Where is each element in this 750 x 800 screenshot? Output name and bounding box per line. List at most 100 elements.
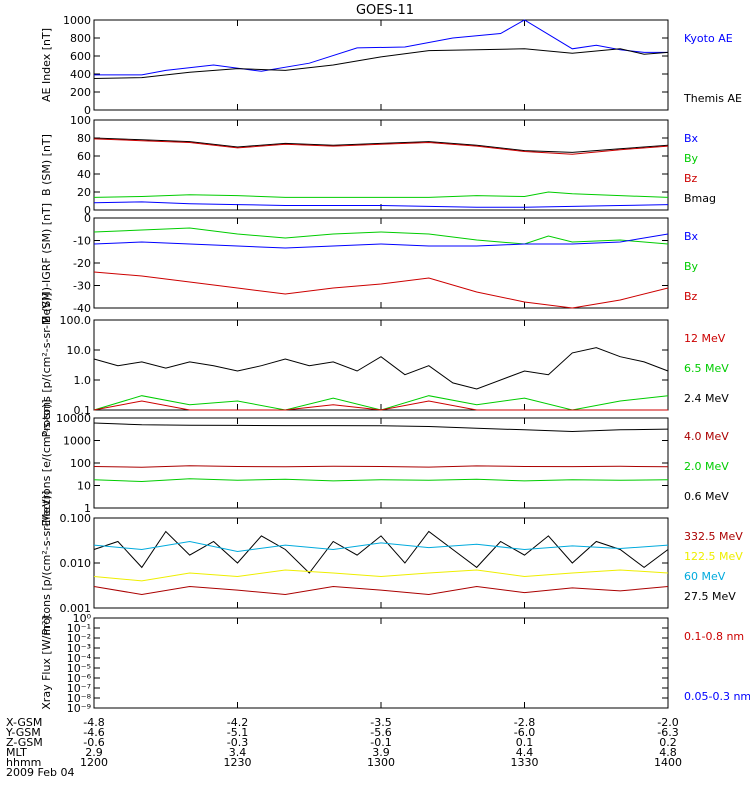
footer-row-label: Z-GSM: [6, 736, 43, 749]
footer-value: 4.4: [516, 746, 534, 759]
series-line-12-mev: [93, 400, 668, 411]
footer-value: -6.0: [514, 726, 535, 739]
panel-3: 0.1 1.0 10.0 100.0 Protons [p/(cm²-s-sr-MeV)…: [40, 293, 729, 438]
y-tick-label: 10⁻²: [67, 632, 91, 645]
y-tick-label: 0.1: [74, 404, 92, 417]
y-axis-label: AE Index [nT]: [40, 28, 53, 102]
y-tick-label: 20: [77, 186, 91, 199]
footer-row-label: X-GSM: [6, 716, 42, 729]
legend-entry: Bx: [684, 132, 699, 145]
y-tick-label: 1000: [63, 14, 91, 27]
y-tick-label: 400: [70, 68, 91, 81]
footer-value: -5.6: [370, 726, 391, 739]
date-label: 2009 Feb 04: [6, 766, 74, 779]
footer-value: 3.4: [229, 746, 247, 759]
legend-entry: By: [684, 260, 699, 273]
y-tick-label: 0.010: [60, 557, 92, 570]
footer-value: -5.1: [227, 726, 248, 739]
footer-value: 3.9: [372, 746, 390, 759]
y-tick-label: 10.0: [67, 344, 92, 357]
footer-value: -4.6: [83, 726, 104, 739]
footer-value: 1200: [80, 756, 108, 769]
panel-frame: [93, 319, 669, 411]
series-line-27-5-mev: [93, 530, 669, 574]
y-tick-label: 0: [84, 104, 91, 117]
legend-entry: 4.0 MeV: [684, 430, 729, 443]
y-tick-label: 0: [84, 204, 91, 217]
y-tick-label: 60: [77, 150, 91, 163]
footer-value: -0.1: [370, 736, 391, 749]
series-line-bz: [93, 138, 669, 155]
y-tick-label: 100: [70, 114, 91, 127]
footer-value: 1230: [224, 756, 252, 769]
y-tick-label: 10⁻⁸: [67, 692, 92, 705]
panel-1: 0 20 40 60 80 100 B (SM) [nT] Bx By Bz Bmag: [40, 114, 716, 217]
y-axis-label: Protons [p/(cm²-s-sr-MeV)]: [40, 491, 53, 636]
panel-0: 0 200 400 600 800 1000 AE Index [nT] Kyoto AE Th…: [40, 14, 742, 117]
legend-entry: 27.5 MeV: [684, 590, 736, 603]
y-tick-label: 200: [70, 86, 91, 99]
series-line-60-mev: [93, 540, 669, 553]
y-tick-label: 600: [70, 50, 91, 63]
legend-entry: By: [684, 152, 699, 165]
y-tick-label: 100.0: [60, 314, 92, 327]
y-tick-label: 10⁰: [73, 612, 92, 625]
y-tick-label: 800: [70, 32, 91, 45]
footer-value: 0.2: [659, 736, 677, 749]
y-tick-label: 10⁻⁴: [67, 652, 92, 665]
y-tick-label: -30: [73, 280, 91, 293]
y-tick-label: 10⁻³: [67, 642, 91, 655]
footer-value: -0.3: [227, 736, 248, 749]
y-tick-label: -40: [73, 302, 91, 315]
footer-value: 1330: [511, 756, 539, 769]
legend-entry: Kyoto AE: [684, 32, 733, 45]
footer-value: 2.9: [85, 746, 103, 759]
legend-entry: Themis AE: [683, 92, 742, 105]
footer-value: 4.8: [659, 746, 677, 759]
panel-2: -40 -30 -20 -10 0 B (SM)-IGRF (SM) [nT] Bx By Bz: [40, 203, 699, 323]
y-tick-label: 80: [77, 132, 91, 145]
y-axis-label: Xray Flux [W/m²]: [40, 616, 53, 709]
legend-entry: 0.05-0.3 nm: [684, 690, 750, 703]
x-axis-footer: X-GSM -4.8 -4.2 -3.5 -2.8 -2.0 Y-GSM -4.6 -5.1 -5…: [5, 716, 682, 769]
y-tick-label: 10⁻⁶: [67, 672, 92, 685]
legend-entry: 12 MeV: [684, 332, 726, 345]
series-line-bz: [93, 271, 669, 309]
footer-value: -2.8: [514, 716, 535, 729]
legend-entry: 0.1-0.8 nm: [684, 630, 744, 643]
y-tick-label: 0.001: [60, 602, 92, 615]
footer-value: 1400: [654, 756, 682, 769]
y-axis-label: B (SM) [nT]: [40, 134, 53, 196]
legend-entry: Bz: [684, 290, 698, 303]
y-tick-label: -20: [73, 257, 91, 270]
legend-entry: 6.5 MeV: [684, 362, 729, 375]
series-line-bmag: [93, 137, 669, 153]
footer-value: -4.8: [83, 716, 104, 729]
series-line-by: [93, 227, 669, 245]
y-tick-label: 40: [77, 168, 91, 181]
y-tick-label: 10⁻¹: [67, 622, 91, 635]
series-line-2-4-mev: [93, 347, 669, 390]
series-line-0-6-mev: [93, 422, 669, 433]
y-axis-label: B (SM)-IGRF (SM) [nT]: [40, 203, 53, 323]
panel-frame: [93, 517, 669, 609]
series-line-4-0-mev: [93, 465, 669, 468]
series-line-122-5-mev: [93, 569, 669, 582]
footer-value: -4.2: [227, 716, 248, 729]
legend-entry: Bz: [684, 172, 698, 185]
series-line-themis-ae: [93, 48, 669, 79]
y-tick-label: 0: [84, 212, 91, 225]
legend-entry: 332.5 MeV: [684, 530, 743, 543]
footer-row-label: Y-GSM: [5, 726, 41, 739]
y-tick-label: 0.100: [60, 512, 92, 525]
y-tick-label: 10⁻⁵: [67, 662, 91, 675]
series-line-by: [93, 191, 669, 198]
footer-row-label: hhmm: [6, 756, 41, 769]
legend-entry: 2.4 MeV: [684, 392, 729, 405]
legend-entry: 0.6 MeV: [684, 490, 729, 503]
footer-value: -3.5: [370, 716, 391, 729]
